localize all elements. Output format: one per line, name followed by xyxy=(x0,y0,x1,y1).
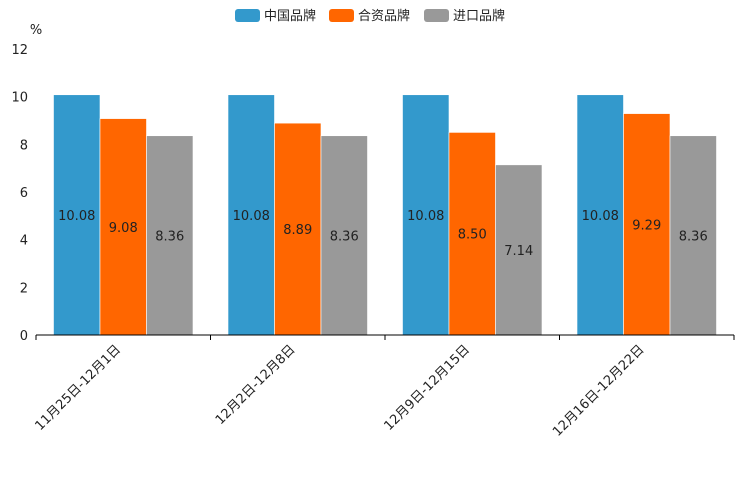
bar-4-1 xyxy=(576,94,624,336)
bar-value-label: 10.08 xyxy=(407,209,444,224)
bar-value-label: 8.36 xyxy=(679,229,708,244)
y-tick-label: 6 xyxy=(20,186,28,201)
x-axis: 11月25日-12月1日 12月2日-12月8日 12月9日-12月15日 12月16… xyxy=(32,334,735,440)
legend: 中国品牌 合资品牌 进口品牌 xyxy=(235,8,505,24)
y-axis: 0 2 4 6 8 10 12 xyxy=(11,43,28,344)
bar-2-2 xyxy=(274,122,322,336)
bar-value-label: 10.08 xyxy=(233,209,270,224)
y-axis-unit-label: % xyxy=(30,23,42,38)
bars xyxy=(53,94,717,336)
x-tick-label: 12月9日-12月15日 xyxy=(381,342,473,434)
x-tick-label: 12月16日-12月22日 xyxy=(550,342,647,439)
bar-1-1 xyxy=(53,94,101,336)
legend-label-3: 进口品牌 xyxy=(453,8,505,24)
bar-value-label: 9.08 xyxy=(109,221,138,236)
legend-swatch-1 xyxy=(235,9,260,22)
bar-value-label: 8.36 xyxy=(330,229,359,244)
bar-value-label: 10.08 xyxy=(582,209,619,224)
y-tick-label: 12 xyxy=(11,43,28,58)
bar-4-3 xyxy=(669,135,717,336)
bar-value-label: 10.08 xyxy=(58,209,95,224)
bar-value-label: 8.89 xyxy=(283,223,312,238)
bar-1-3 xyxy=(146,135,194,336)
x-tick-label: 11月25日-12月1日 xyxy=(32,342,124,434)
y-tick-label: 4 xyxy=(20,234,28,249)
bar-2-3 xyxy=(320,135,368,336)
bar-value-labels: 10.08 9.08 8.36 10.08 8.89 8.36 10.08 8.50 7.14 1… xyxy=(58,209,708,259)
bar-value-label: 8.36 xyxy=(155,229,184,244)
legend-label-1: 中国品牌 xyxy=(264,8,316,24)
x-tick-label: 12月2日-12月8日 xyxy=(213,342,299,428)
bar-3-2 xyxy=(448,132,496,336)
y-tick-label: 8 xyxy=(20,138,28,153)
legend-swatch-3 xyxy=(424,9,449,22)
y-tick-label: 10 xyxy=(11,91,28,106)
legend-label-2: 合资品牌 xyxy=(358,8,410,24)
bar-value-label: 9.29 xyxy=(632,218,661,233)
y-tick-label: 2 xyxy=(20,281,28,296)
legend-swatch-2 xyxy=(329,9,354,22)
bar-2-1 xyxy=(227,94,275,336)
bar-value-label: 7.14 xyxy=(504,244,533,259)
bar-1-2 xyxy=(99,118,147,336)
bar-value-label: 8.50 xyxy=(458,228,487,243)
y-tick-label: 0 xyxy=(20,329,28,344)
